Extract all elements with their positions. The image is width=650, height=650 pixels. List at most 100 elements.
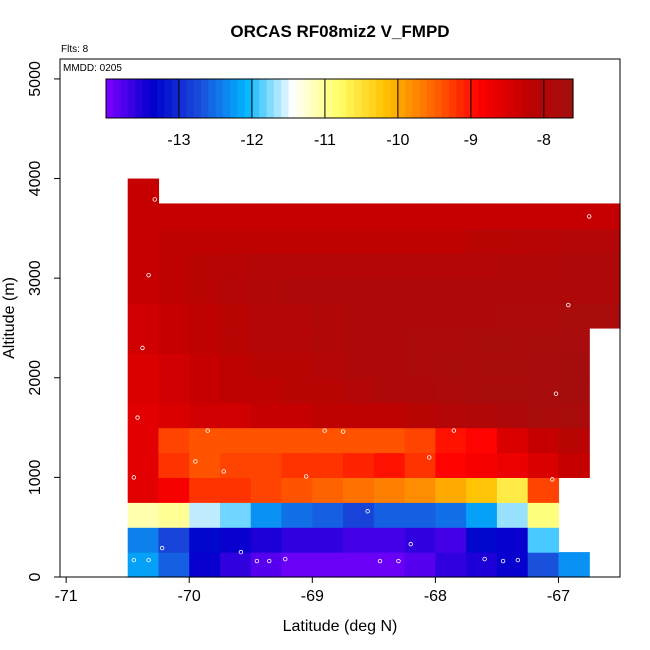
observation-point: [254, 558, 260, 564]
heatmap-cell: [373, 203, 406, 229]
heatmap-cell: [496, 552, 529, 578]
colorbar-segment: [135, 79, 144, 118]
heatmap-cell: [466, 228, 498, 254]
heatmap-cell: [466, 352, 498, 379]
heatmap-cell: [250, 527, 283, 553]
heatmap-cell: [373, 527, 406, 553]
heatmap-cell: [404, 402, 436, 429]
colorbar-segment: [244, 79, 253, 118]
heatmap-cell: [435, 502, 467, 528]
heatmap-cell: [373, 253, 406, 279]
heatmap-cell: [127, 278, 160, 304]
colorbar-segment: [142, 79, 151, 118]
colorbar-segment: [551, 79, 560, 118]
heatmap-cell: [435, 228, 467, 254]
heatmap-cell: [312, 352, 344, 379]
heatmap-cell: [281, 303, 313, 329]
heatmap-cell: [558, 327, 590, 354]
heatmap-cell: [158, 327, 190, 354]
colorbar-segment: [171, 79, 180, 118]
colorbar-segment: [390, 79, 399, 118]
heatmap-cell: [127, 527, 160, 553]
heatmap-cell: [189, 427, 221, 454]
heatmap-cell: [466, 278, 498, 304]
colorbar-segment: [448, 79, 457, 118]
colorbar-segment: [397, 79, 406, 118]
observation-point: [159, 545, 165, 551]
heatmap-cell: [496, 228, 529, 254]
heatmap-cell: [527, 527, 560, 553]
heatmap-cell: [373, 427, 406, 454]
heatmap-cell: [127, 552, 160, 578]
colorbar-segment: [237, 79, 246, 118]
colorbar-segment: [310, 79, 319, 118]
observation-point: [408, 541, 413, 547]
heatmap-cell: [189, 253, 221, 279]
heatmap-cell: [435, 203, 467, 229]
heatmap-cell: [527, 228, 560, 254]
heatmap-cell: [127, 502, 160, 528]
observation-point: [131, 557, 137, 563]
colorbar-segment: [558, 79, 567, 118]
heatmap-cell: [435, 452, 467, 478]
heatmap-cell: [435, 352, 467, 379]
heatmap-cell: [158, 527, 190, 553]
heatmap-cell: [220, 278, 252, 304]
y-tick-label: 0: [27, 572, 44, 581]
heatmap-cell: [250, 552, 283, 578]
colorbar-segment: [368, 79, 377, 118]
heatmap-cell: [127, 377, 160, 404]
observation-point: [267, 558, 272, 564]
heatmap-cell: [189, 303, 221, 329]
colorbar-segment: [514, 79, 523, 118]
observation-point: [566, 302, 571, 308]
colorbar-segment: [303, 79, 311, 118]
heatmap-cell: [466, 253, 498, 279]
heatmap-cell: [558, 203, 590, 229]
colorbar-segment: [120, 79, 129, 118]
heatmap-cell: [373, 352, 406, 379]
heatmap-cell: [496, 452, 529, 478]
colorbar-segment: [361, 79, 370, 118]
heatmap-cell: [312, 327, 344, 354]
heatmap-cell: [220, 427, 252, 454]
observation-point: [303, 474, 309, 479]
heatmap-cell: [127, 352, 160, 379]
heatmap-cell: [312, 527, 344, 553]
heatmap-cell: [373, 552, 406, 578]
colorbar-segment: [127, 79, 136, 118]
heatmap-cell: [312, 552, 344, 578]
x-axis: -71 -70 -69 -68 -67: [55, 577, 570, 605]
heatmap-cell: [158, 502, 190, 528]
colorbar-segment: [529, 79, 538, 118]
heatmap-cell: [558, 303, 590, 329]
heatmap-cell: [373, 327, 406, 354]
heatmap-cell: [189, 327, 221, 354]
heatmap-cell: [220, 452, 252, 478]
heatmap-cell: [127, 203, 160, 229]
heatmap-cell: [496, 377, 529, 404]
observation-point: [340, 429, 346, 434]
heatmap-cell: [281, 278, 313, 304]
plot-frame: [59, 58, 621, 578]
y-tick-label: 5000: [27, 61, 44, 97]
colorbar-segment: [149, 79, 158, 118]
observation-point: [140, 345, 145, 351]
colorbar-segment: [346, 79, 355, 118]
heatmap-cell: [343, 427, 375, 454]
heatmap-cell: [312, 477, 344, 503]
heatmap-cell: [496, 303, 529, 329]
heatmap-cell: [127, 303, 160, 329]
heatmap-cell: [312, 502, 344, 528]
heatmap-cell: [343, 352, 375, 379]
heatmap-cell: [158, 203, 190, 229]
colorbar-segment: [259, 79, 268, 118]
heatmap-cell: [343, 552, 375, 578]
heatmap-cell: [343, 402, 375, 429]
colorbar-segment: [536, 79, 545, 118]
heatmap-cell: [250, 303, 283, 329]
heatmap-cell: [435, 327, 467, 354]
colorbar-segment: [500, 79, 508, 118]
heatmap-cell: [527, 427, 560, 454]
observation-point: [238, 549, 244, 555]
